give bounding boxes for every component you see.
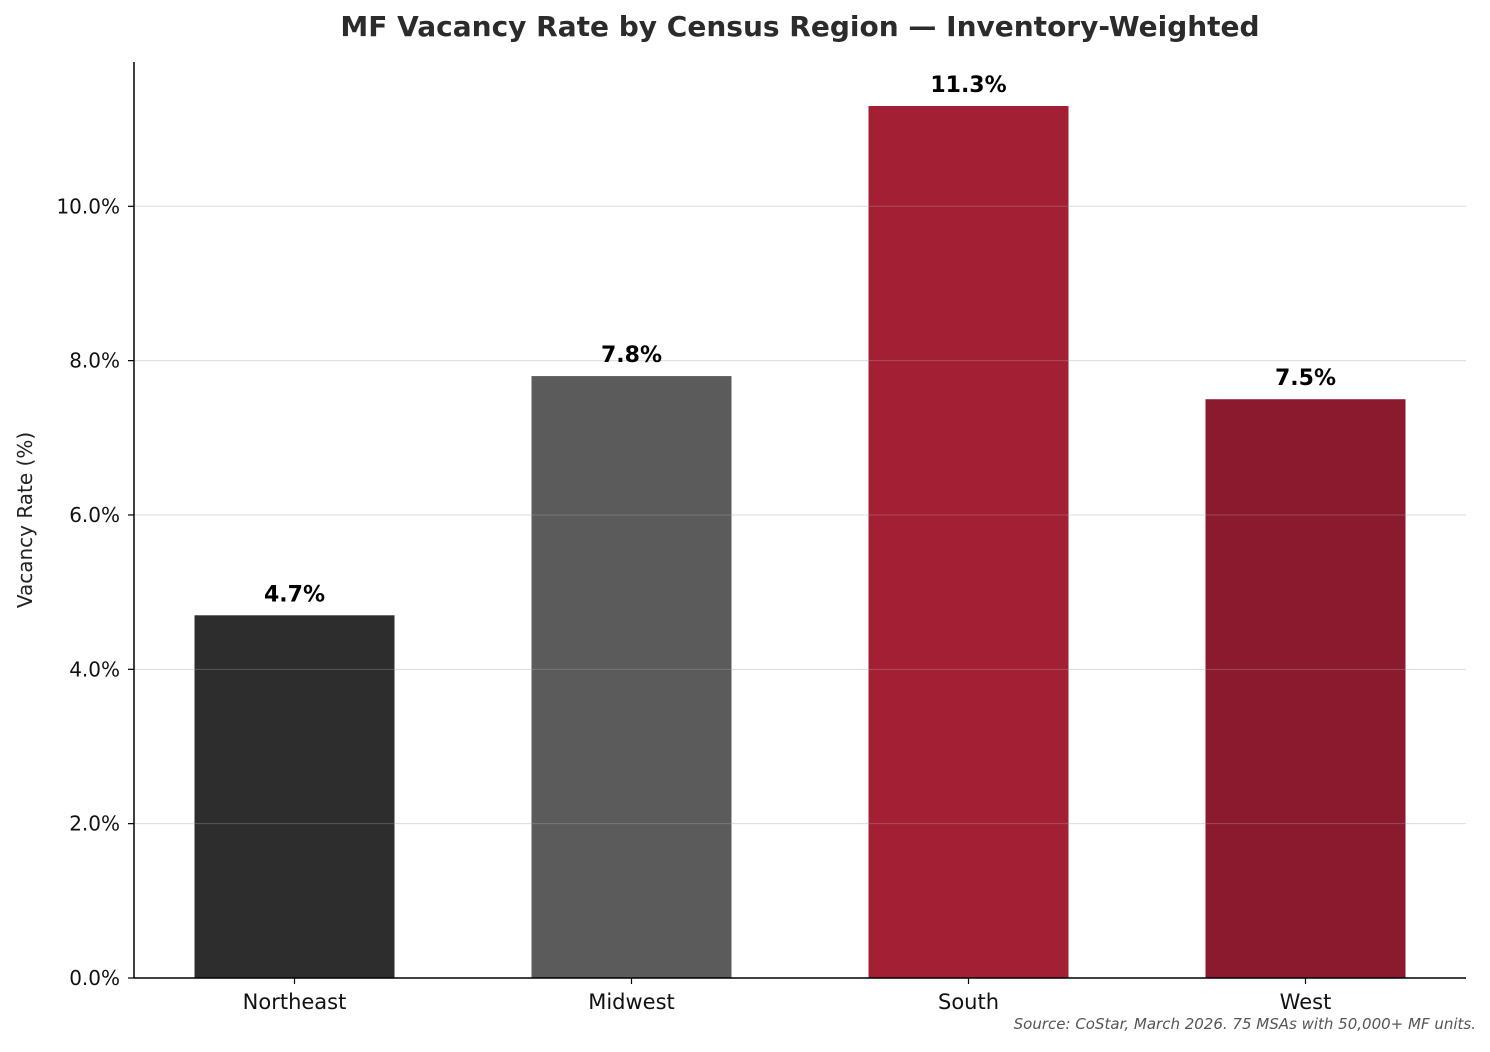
data-label: 7.5% — [1275, 366, 1336, 391]
data-label: 11.3% — [930, 73, 1006, 98]
data-label: 4.7% — [264, 582, 325, 607]
bars — [194, 105, 1406, 979]
bar-south — [868, 105, 1069, 979]
y-tick-label: 8.0% — [69, 349, 120, 373]
data-labels: 4.7% 7.8% 11.3% 7.5% — [264, 73, 1336, 607]
bar-northeast — [194, 615, 395, 978]
bar-midwest — [531, 376, 732, 978]
chart-title: MF Vacancy Rate by Census Region — Inven… — [340, 10, 1259, 43]
data-label: 7.8% — [601, 343, 662, 368]
x-ticks: Northeast Midwest South West — [243, 978, 1332, 1014]
y-ticks: 0.0% 2.0% 4.0% 6.0% 8.0% 10.0% — [56, 194, 134, 990]
x-tick-label: South — [938, 990, 999, 1014]
y-tick-label: 4.0% — [69, 657, 120, 681]
x-tick-label: West — [1280, 990, 1332, 1014]
y-axis-label: Vacancy Rate (%) — [13, 432, 37, 608]
y-tick-label: 6.0% — [69, 503, 120, 527]
axes — [133, 62, 1466, 979]
y-tick-label: 10.0% — [56, 194, 120, 218]
bar-west — [1205, 399, 1406, 978]
y-tick-label: 0.0% — [69, 966, 120, 990]
gridline-overlay — [134, 205, 1466, 825]
x-tick-label: Midwest — [588, 990, 675, 1014]
y-tick-label: 2.0% — [69, 812, 120, 836]
source-note: Source: CoStar, March 2026. 75 MSAs with… — [1014, 1015, 1476, 1033]
x-tick-label: Northeast — [243, 990, 347, 1014]
